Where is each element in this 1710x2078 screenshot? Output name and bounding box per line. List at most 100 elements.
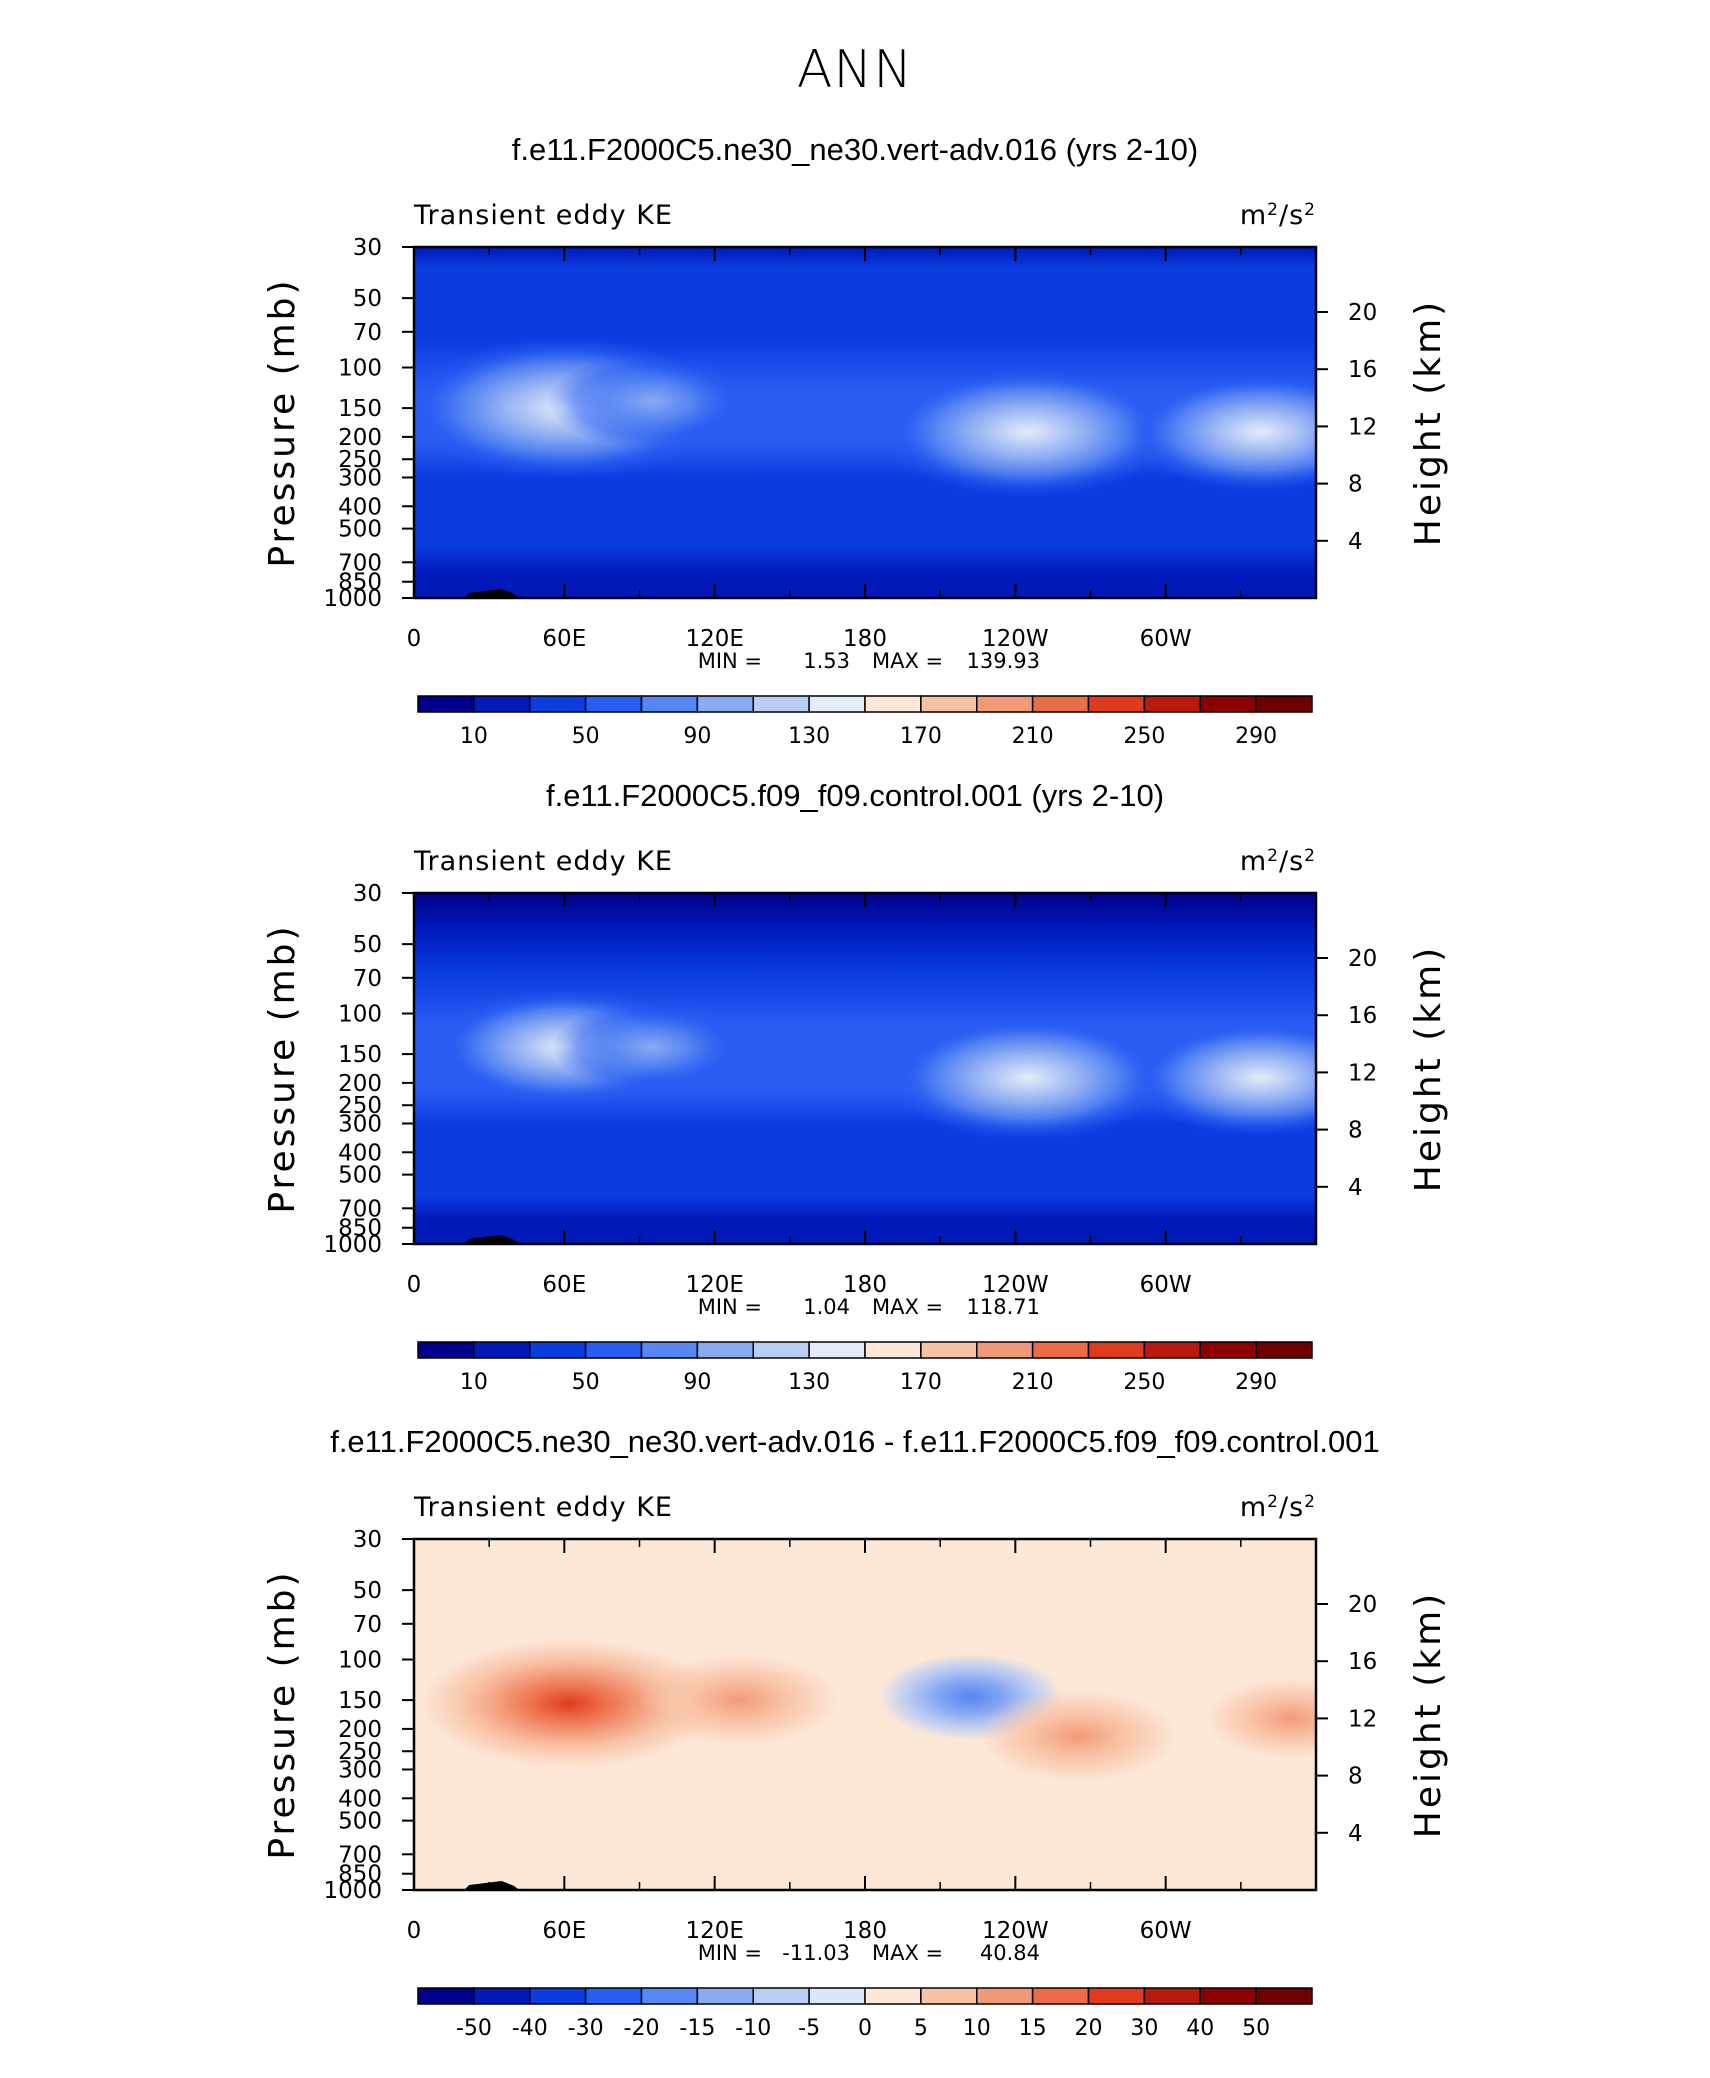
colorbar-label: 5 bbox=[914, 2016, 928, 2041]
y-tick-label: 50 bbox=[353, 286, 382, 312]
contour-feature-4 bbox=[1130, 1019, 1316, 1136]
units-label: m2/s2 bbox=[1240, 846, 1316, 877]
colorbar-box bbox=[640, 1341, 699, 1359]
y2-tick-label: 16 bbox=[1348, 1003, 1377, 1029]
colorbar-box bbox=[976, 1987, 1034, 2005]
colorbar-label: 250 bbox=[1123, 724, 1165, 749]
colorbar-box bbox=[529, 695, 587, 713]
x-tick-label: 180 bbox=[843, 1918, 887, 1944]
colorbar-box bbox=[752, 695, 810, 713]
colorbar-label: 0 bbox=[858, 2016, 872, 2041]
colorbar-box bbox=[920, 695, 978, 713]
colorbar-label: 130 bbox=[788, 1370, 830, 1395]
y-tick-label: 700 bbox=[338, 1196, 382, 1222]
contour-feature-2 bbox=[547, 353, 757, 449]
colorbar-label: 170 bbox=[900, 1370, 942, 1395]
colorbar-label: 50 bbox=[572, 724, 600, 749]
min-value: 1.04 bbox=[803, 1295, 850, 1319]
colorbar-label: -15 bbox=[679, 2016, 715, 2041]
colorbar-box bbox=[473, 695, 531, 713]
contour-feature-5 bbox=[1204, 1677, 1316, 1760]
panel-3: f.e11.F2000C5.ne30_ne30.vert-adv.016 - f… bbox=[262, 1424, 1449, 2041]
colorbar-label: 90 bbox=[683, 1370, 711, 1395]
y-tick-label: 1000 bbox=[323, 1232, 382, 1258]
x-tick-label: 120W bbox=[982, 626, 1049, 652]
colorbar-label: 30 bbox=[1130, 2016, 1158, 2041]
panel-2: f.e11.F2000C5.f09_f09.control.001 (yrs 2… bbox=[262, 778, 1449, 1395]
x-tick-label: 180 bbox=[843, 626, 887, 652]
y-tick-label: 300 bbox=[338, 465, 382, 491]
y-tick-label: 150 bbox=[338, 396, 382, 422]
colorbar-box bbox=[808, 1987, 866, 2005]
contour-feature-3 bbox=[886, 1015, 1170, 1141]
y-tick-label: 100 bbox=[338, 1648, 382, 1674]
contour-field bbox=[414, 893, 1316, 1244]
colorbar-box bbox=[529, 1341, 587, 1359]
contour-field bbox=[414, 1539, 1316, 1890]
units-units_sup1: 2 bbox=[1267, 200, 1279, 220]
colorbar-label: -5 bbox=[798, 2016, 820, 2041]
min-label: MIN = bbox=[698, 1295, 762, 1319]
x-tick-label: 60E bbox=[542, 1918, 586, 1944]
contour-feature-4 bbox=[1126, 372, 1316, 492]
y2-tick-label: 20 bbox=[1348, 946, 1377, 972]
x-tick-label: 120W bbox=[982, 1272, 1049, 1298]
colorbar-box bbox=[864, 695, 922, 713]
y-tick-label: 70 bbox=[353, 1612, 382, 1638]
y-tick-label: 30 bbox=[353, 881, 382, 907]
colorbar-label: -20 bbox=[624, 2016, 660, 2041]
colorbar-box bbox=[752, 1987, 810, 2005]
y-tick-label: 850 bbox=[338, 1216, 382, 1242]
colorbar-label: 130 bbox=[788, 724, 830, 749]
colorbar-label: -30 bbox=[568, 2016, 604, 2041]
y-tick-label: 1000 bbox=[323, 586, 382, 612]
colorbar-label: 170 bbox=[900, 724, 942, 749]
y2-axis-label: Height (km) bbox=[1408, 1591, 1449, 1838]
y-axis-label: Pressure (mb) bbox=[262, 923, 303, 1213]
colorbar-label: 50 bbox=[572, 1370, 600, 1395]
contour-feature-3 bbox=[880, 366, 1176, 497]
colorbar-box bbox=[584, 1341, 643, 1359]
topography bbox=[464, 1881, 520, 1890]
y-tick-label: 100 bbox=[338, 1002, 382, 1028]
colorbar-box bbox=[696, 1341, 754, 1359]
panel-title: f.e11.F2000C5.ne30_ne30.vert-adv.016 (yr… bbox=[512, 132, 1198, 167]
colorbar-box bbox=[808, 1341, 866, 1359]
colorbar-label: 90 bbox=[683, 724, 711, 749]
colorbar-box bbox=[417, 695, 475, 713]
topography bbox=[464, 1235, 520, 1244]
colorbar-box bbox=[1255, 1987, 1313, 2005]
y-tick-label: 500 bbox=[338, 517, 382, 543]
x-tick-label: 0 bbox=[407, 1272, 422, 1298]
y-tick-label: 300 bbox=[338, 1757, 382, 1783]
y-axis-label: Pressure (mb) bbox=[262, 277, 303, 567]
colorbar: 10 50 90 130 170 210 250 290 bbox=[417, 1341, 1313, 1395]
contour-feature-4 bbox=[977, 1689, 1178, 1783]
x-tick-label: 120E bbox=[685, 1272, 743, 1298]
panel-variable-label: Transient eddy KE bbox=[413, 846, 673, 877]
y-tick-label: 300 bbox=[338, 1111, 382, 1137]
x-tick-label: 60W bbox=[1140, 626, 1192, 652]
colorbar-box bbox=[1255, 1341, 1313, 1359]
min-value: 1.53 bbox=[803, 649, 850, 673]
colorbar-label: -40 bbox=[512, 2016, 548, 2041]
y2-tick-label: 8 bbox=[1348, 1764, 1363, 1790]
y-tick-label: 400 bbox=[338, 1786, 382, 1812]
y-tick-label: 500 bbox=[338, 1809, 382, 1835]
contour-feature-1 bbox=[419, 1638, 720, 1769]
y2-tick-label: 16 bbox=[1348, 1649, 1377, 1675]
panel-variable-label: Transient eddy KE bbox=[413, 1492, 673, 1523]
units-units_base: m bbox=[1240, 200, 1267, 231]
max-label: MAX = bbox=[872, 649, 943, 673]
y-tick-label: 1000 bbox=[323, 1878, 382, 1904]
x-tick-label: 180 bbox=[843, 1272, 887, 1298]
y2-axis-label: Height (km) bbox=[1408, 299, 1449, 546]
y-tick-label: 30 bbox=[353, 1527, 382, 1553]
colorbar-box bbox=[529, 1987, 587, 2005]
contour-feature-2 bbox=[552, 1001, 753, 1094]
y-tick-label: 400 bbox=[338, 1140, 382, 1166]
y-tick-label: 30 bbox=[353, 235, 382, 261]
colorbar-box bbox=[473, 1341, 531, 1359]
